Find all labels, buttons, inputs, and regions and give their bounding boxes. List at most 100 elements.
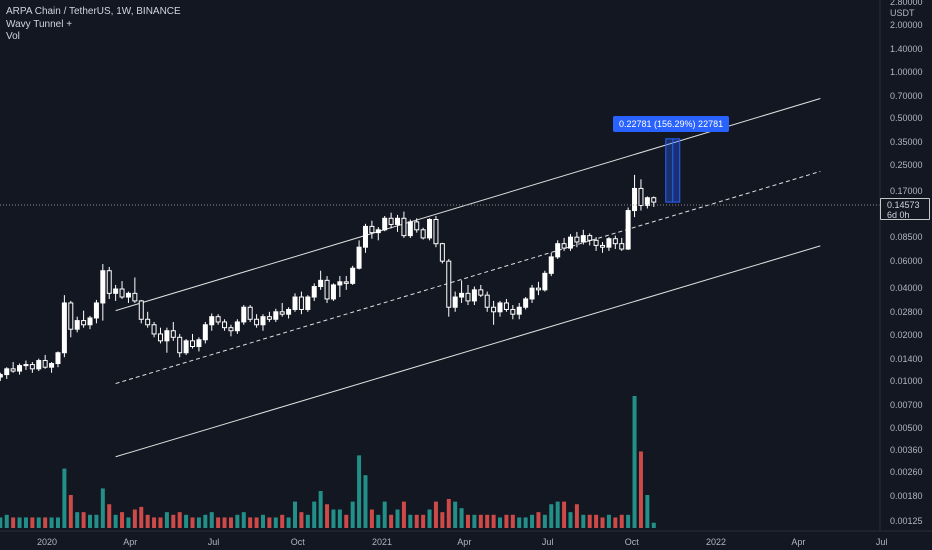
candle-body [606, 238, 612, 248]
candle-body [350, 267, 356, 284]
candle-body [330, 284, 336, 300]
volume-bar [113, 514, 118, 528]
volume-bars [0, 396, 656, 528]
volume-bar [433, 501, 438, 528]
candle-body [145, 318, 151, 326]
time-tick-label: Apr [457, 537, 472, 547]
volume-bar [184, 514, 189, 528]
price-tick-label: 1.00000 [890, 66, 923, 77]
candle-body [209, 316, 215, 326]
candle-body [600, 244, 606, 248]
volume-bar [318, 491, 323, 528]
channel-mid-line[interactable] [115, 170, 821, 385]
volume-bar [152, 517, 157, 528]
candle-body [465, 292, 471, 302]
volume-bar [254, 517, 259, 528]
volume-bar [312, 501, 317, 528]
volume-bar [504, 514, 509, 528]
volume-bar [228, 517, 233, 528]
candle-body [324, 279, 330, 300]
candle-body [535, 287, 541, 291]
volume-bar [478, 514, 483, 528]
volume-bar [491, 514, 496, 528]
volume-bar [357, 455, 362, 528]
indicator-wavy-tunnel[interactable]: Wavy Tunnel + [6, 19, 73, 30]
volume-bar [638, 451, 643, 528]
volume-bar [43, 517, 48, 528]
time-tick-label: Apr [123, 537, 138, 547]
volume-bar [632, 396, 637, 528]
volume-bar [427, 509, 432, 528]
volume-bar [100, 488, 105, 528]
candle-body [55, 352, 61, 365]
measure-label[interactable]: 0.22781 (156.29%) 22781 [613, 116, 730, 132]
volume-bar [139, 506, 144, 528]
candle-body [286, 308, 292, 315]
volume-bar [549, 504, 554, 528]
candle-body [446, 260, 452, 308]
volume-bar [510, 514, 515, 528]
candle-body [478, 289, 484, 296]
measure-tool[interactable] [665, 138, 681, 203]
volume-bar [241, 512, 246, 528]
volume-bar [177, 512, 182, 528]
price-tick-label: 1.40000 [890, 43, 923, 54]
candle-body [106, 270, 112, 294]
volume-bar [465, 514, 470, 528]
candle-body [125, 292, 131, 298]
candle-body [587, 235, 593, 241]
volume-bar [132, 509, 137, 528]
volume-bar [36, 517, 41, 528]
candle-body [196, 339, 202, 348]
volume-bar [446, 498, 451, 528]
candle-body [362, 225, 368, 248]
last-price-value: 0.14573 [887, 200, 920, 210]
volume-bar [273, 517, 278, 528]
indicator-volume[interactable]: Vol [6, 31, 20, 42]
volume-bar [440, 512, 445, 528]
candle-body [343, 281, 349, 284]
volume-bar [626, 514, 631, 528]
volume-bar [222, 517, 227, 528]
volume-bar [248, 517, 253, 528]
volume-bar [280, 514, 285, 528]
volume-bar [55, 517, 60, 528]
volume-bar [145, 514, 150, 528]
candle-body [574, 236, 580, 243]
time-tick-label: Jul [541, 537, 554, 547]
candle-body [311, 286, 317, 298]
candle-body [439, 243, 445, 262]
volume-bar [11, 517, 16, 528]
candle-body [17, 365, 23, 372]
parallel-channel[interactable] [115, 98, 821, 458]
price-tick-label: 0.00500 [890, 422, 923, 433]
volume-bar [299, 512, 304, 528]
candle-body [298, 296, 304, 310]
volume-bar [363, 475, 368, 528]
symbol-title[interactable]: ARPA Chain / TetherUS, 1W, BINANCE [6, 6, 181, 17]
channel-lower-line[interactable] [115, 245, 821, 458]
candle-body [29, 364, 35, 370]
volume-bar [305, 514, 310, 528]
candle-body [177, 336, 183, 354]
candle-body [632, 187, 638, 212]
candle-body [138, 300, 144, 320]
channel-upper-line[interactable] [115, 98, 821, 312]
volume-bar [120, 512, 125, 528]
price-tick-label: 0.01400 [890, 353, 923, 364]
volume-bar [376, 514, 381, 528]
candle-body [555, 243, 561, 258]
candle-body [401, 217, 407, 237]
volume-bar [536, 512, 541, 528]
volume-bar [485, 514, 490, 528]
candle-body [567, 236, 573, 249]
candle-body [170, 330, 176, 338]
candle-body [523, 298, 529, 308]
currency-label: USDT [890, 8, 915, 18]
candle-body [638, 187, 644, 207]
candle-body [74, 320, 80, 330]
candle-body [68, 302, 74, 330]
candle-body [395, 217, 401, 225]
volume-bar [190, 517, 195, 528]
